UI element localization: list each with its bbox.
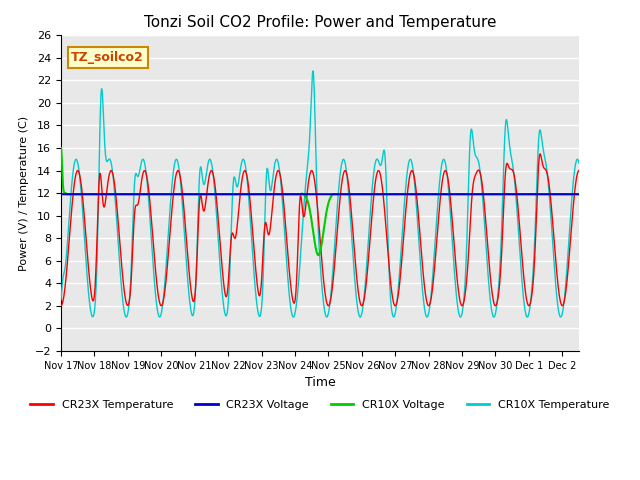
CR23X Voltage — [542, 192, 550, 197]
CR10X Voltage — [323, 210, 330, 216]
CR23X Voltage — [291, 192, 299, 197]
CR23X Voltage — [67, 192, 74, 197]
CR23X Temperature — [414, 207, 422, 213]
CR23X Temperature — [150, 245, 157, 251]
CR23X Temperature — [536, 151, 544, 157]
X-axis label: Time: Time — [305, 376, 335, 389]
CR23X Voltage — [575, 192, 583, 197]
CR23X Voltage — [322, 192, 330, 197]
Title: Tonzi Soil CO2 Profile: Power and Temperature: Tonzi Soil CO2 Profile: Power and Temper… — [144, 15, 496, 30]
CR10X Temperature — [415, 230, 422, 236]
CR10X Voltage — [291, 192, 299, 197]
CR10X Temperature — [423, 314, 431, 320]
CR10X Temperature — [57, 297, 65, 303]
CR23X Temperature — [575, 168, 583, 173]
CR10X Temperature — [67, 193, 74, 199]
CR23X Voltage — [150, 192, 157, 197]
CR10X Temperature — [543, 163, 550, 169]
Legend: CR23X Temperature, CR23X Voltage, CR10X Voltage, CR10X Temperature: CR23X Temperature, CR23X Voltage, CR10X … — [26, 396, 614, 415]
CR10X Voltage — [314, 252, 322, 258]
Line: CR10X Temperature: CR10X Temperature — [61, 71, 579, 317]
CR10X Temperature — [291, 309, 299, 315]
Line: CR23X Temperature: CR23X Temperature — [61, 154, 579, 306]
CR10X Voltage — [542, 192, 550, 197]
CR10X Voltage — [575, 192, 583, 197]
Text: TZ_soilco2: TZ_soilco2 — [72, 51, 144, 64]
CR23X Temperature — [57, 303, 65, 309]
CR10X Voltage — [415, 192, 422, 197]
CR23X Temperature — [67, 218, 74, 224]
Y-axis label: Power (V) / Temperature (C): Power (V) / Temperature (C) — [19, 116, 29, 271]
CR23X Voltage — [414, 192, 422, 197]
CR10X Voltage — [67, 192, 74, 197]
CR10X Temperature — [150, 269, 157, 275]
CR10X Voltage — [150, 192, 157, 197]
CR10X Voltage — [57, 145, 65, 151]
CR23X Temperature — [291, 296, 299, 302]
CR23X Temperature — [542, 167, 550, 173]
Line: CR10X Voltage: CR10X Voltage — [61, 148, 579, 255]
CR10X Temperature — [309, 68, 317, 74]
CR23X Temperature — [322, 296, 330, 302]
CR23X Voltage — [57, 192, 65, 197]
CR10X Temperature — [575, 160, 583, 166]
CR10X Temperature — [323, 314, 330, 320]
